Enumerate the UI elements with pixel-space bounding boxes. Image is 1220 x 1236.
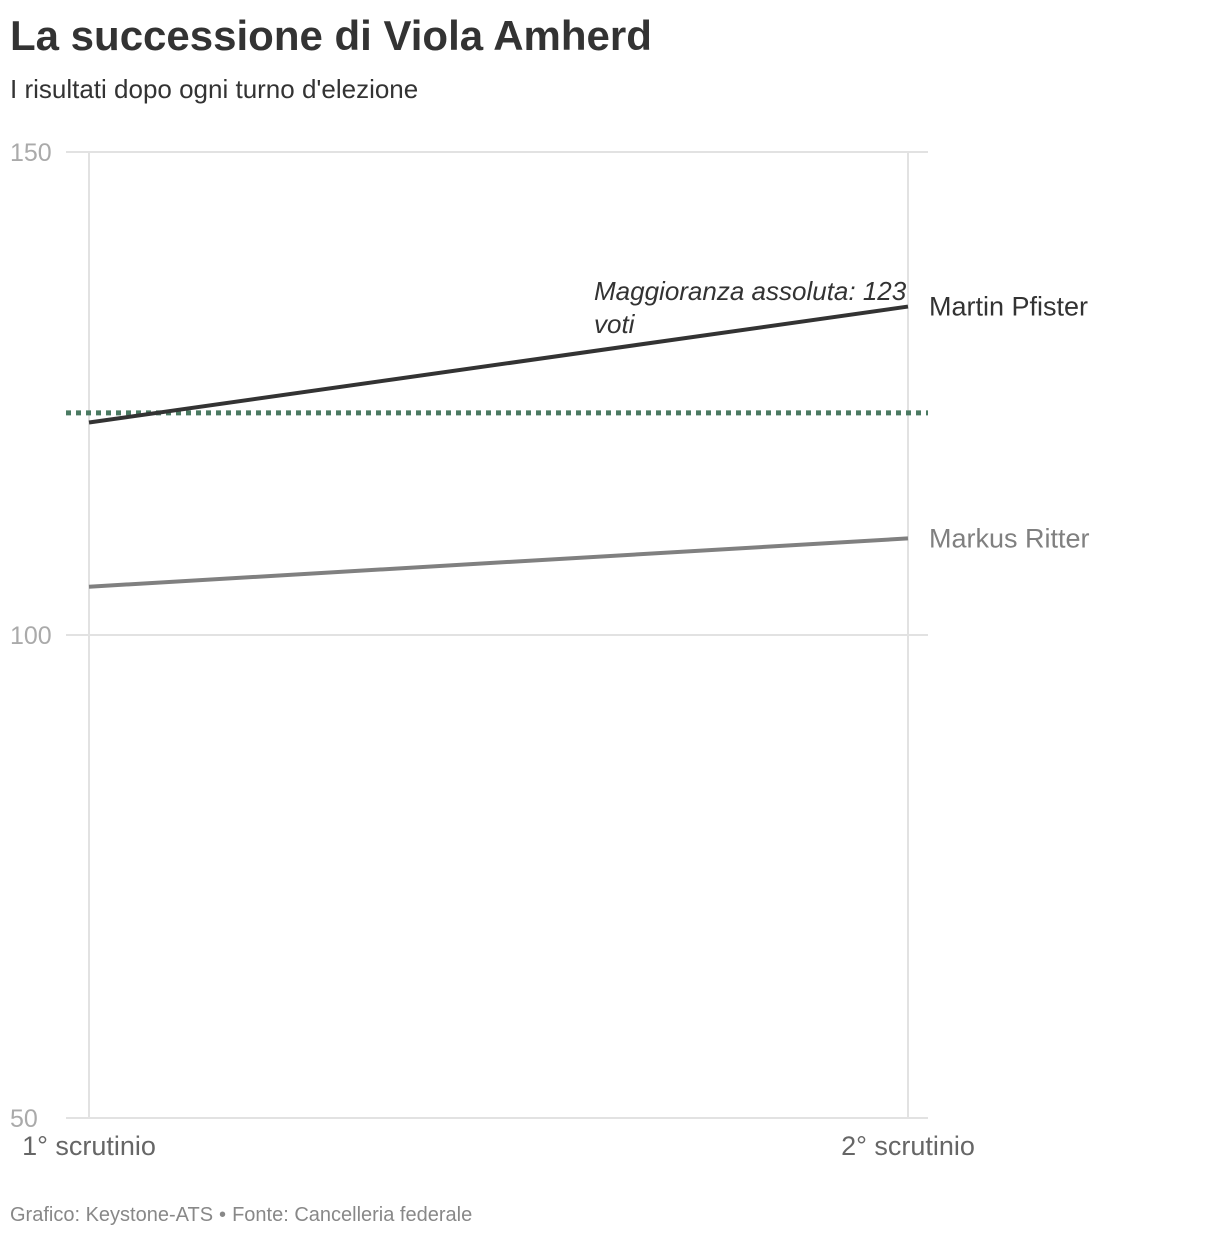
footer-credit: Grafico: Keystone-ATS [10,1204,214,1226]
footer-separator: • [219,1204,227,1226]
chart-footer: Grafico: Keystone-ATS • Fonte: Cancelleria… [10,1202,472,1228]
y-tick-label: 150 [10,139,52,167]
footer-source: Fonte: Cancelleria federale [232,1204,473,1226]
y-tick-label: 50 [10,1105,38,1133]
series-line [88,536,909,589]
series-label: Martin Pfister [929,292,1088,322]
y-axis-ticks: 50 100 150 [10,139,52,1133]
x-axis-ticks: 1° scrutinio 2° scrutinio [22,1131,975,1161]
x-tick-label: 2° scrutinio [841,1131,975,1161]
y-tick-label: 100 [10,622,52,650]
series-labels: Martin Pfister Markus Ritter [929,292,1090,554]
series-label: Markus Ritter [929,523,1090,553]
chart-grid [66,151,928,1119]
majority-annotation-line2: voti [594,309,636,339]
majority-annotation-line1: Maggioranza assoluta: 123 [594,276,907,306]
series-lines [88,304,909,589]
chart-subtitle: I risultati dopo ogni turno d'elezione [10,74,419,104]
chart-title: La successione di Viola Amherd [10,12,652,59]
series-line [88,304,909,425]
x-tick-label: 1° scrutinio [22,1131,156,1161]
